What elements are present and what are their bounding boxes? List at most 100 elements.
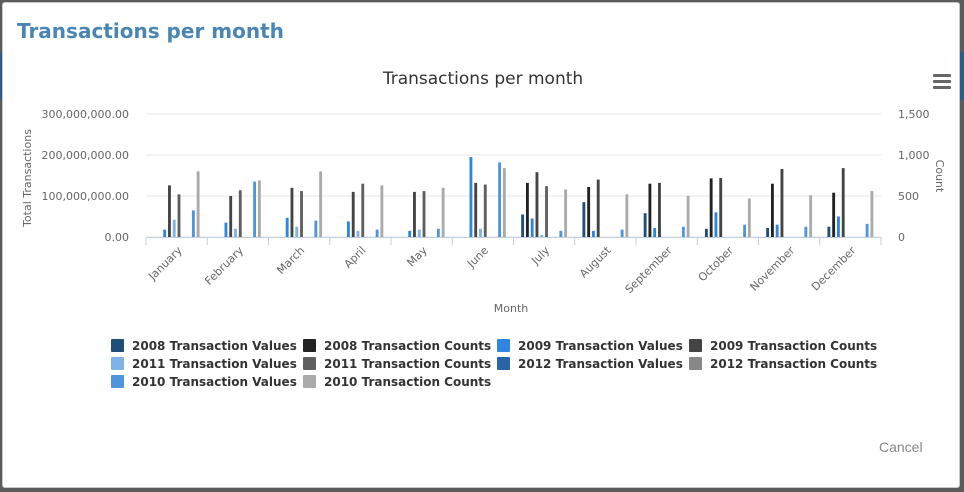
bar[interactable] <box>295 226 299 237</box>
bar[interactable] <box>314 220 318 237</box>
bar[interactable] <box>704 228 708 237</box>
bar[interactable] <box>564 189 568 237</box>
bar[interactable] <box>525 182 529 237</box>
bar[interactable] <box>775 224 779 237</box>
legend-item[interactable]: 2009 Transaction Counts <box>689 338 889 353</box>
bar[interactable] <box>625 194 629 237</box>
legend-item[interactable]: 2012 Transaction Counts <box>689 356 889 371</box>
legend-swatch <box>111 339 124 352</box>
legend-item[interactable]: 2010 Transaction Counts <box>303 374 497 389</box>
y-axis-left-title: Total Transactions <box>21 129 34 228</box>
x-tick-label: September <box>623 244 676 297</box>
bar[interactable] <box>653 227 657 237</box>
bar[interactable] <box>229 196 233 237</box>
bar[interactable] <box>168 185 171 237</box>
left-tick-label: 0.00 <box>105 231 130 244</box>
bar[interactable] <box>356 230 360 237</box>
bar[interactable] <box>686 196 690 237</box>
bar[interactable] <box>766 227 770 237</box>
bar[interactable] <box>253 181 257 237</box>
right-axis: 0 500 1,000 1,500 <box>898 108 930 244</box>
x-tick-label: March <box>274 244 307 277</box>
bar[interactable] <box>285 217 289 237</box>
bar[interactable] <box>743 224 747 237</box>
bar[interactable] <box>770 183 774 237</box>
bar[interactable] <box>300 191 303 237</box>
legend-swatch <box>689 357 702 370</box>
bar[interactable] <box>375 229 379 237</box>
bar[interactable] <box>709 178 713 237</box>
x-tick-label: April <box>342 244 369 271</box>
bar[interactable] <box>719 177 723 237</box>
bar[interactable] <box>780 168 784 237</box>
bar[interactable] <box>596 179 600 237</box>
bar[interactable] <box>836 216 840 238</box>
bar[interactable] <box>545 186 548 237</box>
bar[interactable] <box>257 180 261 237</box>
bar[interactable] <box>521 214 525 237</box>
x-tick-label: July <box>528 244 552 268</box>
chart-menu-icon[interactable] <box>933 74 951 90</box>
bar[interactable] <box>441 187 445 237</box>
legend-item[interactable]: 2011 Transaction Values <box>111 356 303 371</box>
bar[interactable] <box>591 230 595 237</box>
legend-swatch <box>497 357 510 370</box>
bar[interactable] <box>172 219 176 237</box>
bar[interactable] <box>163 229 167 237</box>
legend-item[interactable]: 2011 Transaction Counts <box>303 356 497 371</box>
bar[interactable] <box>196 171 200 237</box>
legend-item[interactable]: 2012 Transaction Values <box>497 356 689 371</box>
legend-item[interactable]: 2010 Transaction Values <box>111 374 303 389</box>
bar[interactable] <box>658 182 661 237</box>
bar[interactable] <box>483 184 487 237</box>
right-tick-label: 0 <box>898 231 905 244</box>
cancel-button[interactable]: Cancel <box>879 439 923 455</box>
bar[interactable] <box>224 222 228 237</box>
bar[interactable] <box>747 198 751 237</box>
bar[interactable] <box>540 234 544 237</box>
menu-bar <box>933 80 951 83</box>
bar[interactable] <box>422 191 426 237</box>
bar[interactable] <box>530 218 534 237</box>
legend-item[interactable]: 2008 Transaction Values <box>111 338 303 353</box>
bar[interactable] <box>238 190 242 237</box>
bar[interactable] <box>436 228 440 237</box>
bar[interactable] <box>346 221 350 237</box>
bar[interactable] <box>620 229 624 237</box>
bar[interactable] <box>177 194 181 237</box>
bar[interactable] <box>535 172 539 237</box>
left-tick-label: 100,000,000.00 <box>42 190 129 203</box>
bar[interactable] <box>827 226 831 237</box>
bar[interactable] <box>351 191 355 237</box>
legend-item[interactable]: 2009 Transaction Values <box>497 338 689 353</box>
bar[interactable] <box>681 226 685 237</box>
bar[interactable] <box>582 202 586 237</box>
bar[interactable] <box>559 230 563 237</box>
bar[interactable] <box>234 228 237 237</box>
bar[interactable] <box>319 171 323 237</box>
bar[interactable] <box>804 226 808 237</box>
bar[interactable] <box>479 228 482 237</box>
bar[interactable] <box>809 195 813 237</box>
bar[interactable] <box>841 168 845 237</box>
bar[interactable] <box>865 223 869 237</box>
legend-item[interactable]: 2008 Transaction Counts <box>303 338 497 353</box>
bar[interactable] <box>643 213 647 237</box>
bar[interactable] <box>832 192 836 237</box>
bar[interactable] <box>469 157 473 237</box>
x-tick-label: January <box>145 244 185 284</box>
bar[interactable] <box>380 185 384 237</box>
bar[interactable] <box>502 168 506 237</box>
bar[interactable] <box>361 183 365 237</box>
bar[interactable] <box>417 229 421 237</box>
bar[interactable] <box>290 187 294 237</box>
bar[interactable] <box>587 186 591 237</box>
bar[interactable] <box>413 191 416 237</box>
bar[interactable] <box>648 183 652 237</box>
bar[interactable] <box>191 210 195 237</box>
bar[interactable] <box>714 212 718 237</box>
bar[interactable] <box>870 191 874 237</box>
bar[interactable] <box>408 230 412 237</box>
bar[interactable] <box>474 182 478 237</box>
bar[interactable] <box>498 162 502 237</box>
